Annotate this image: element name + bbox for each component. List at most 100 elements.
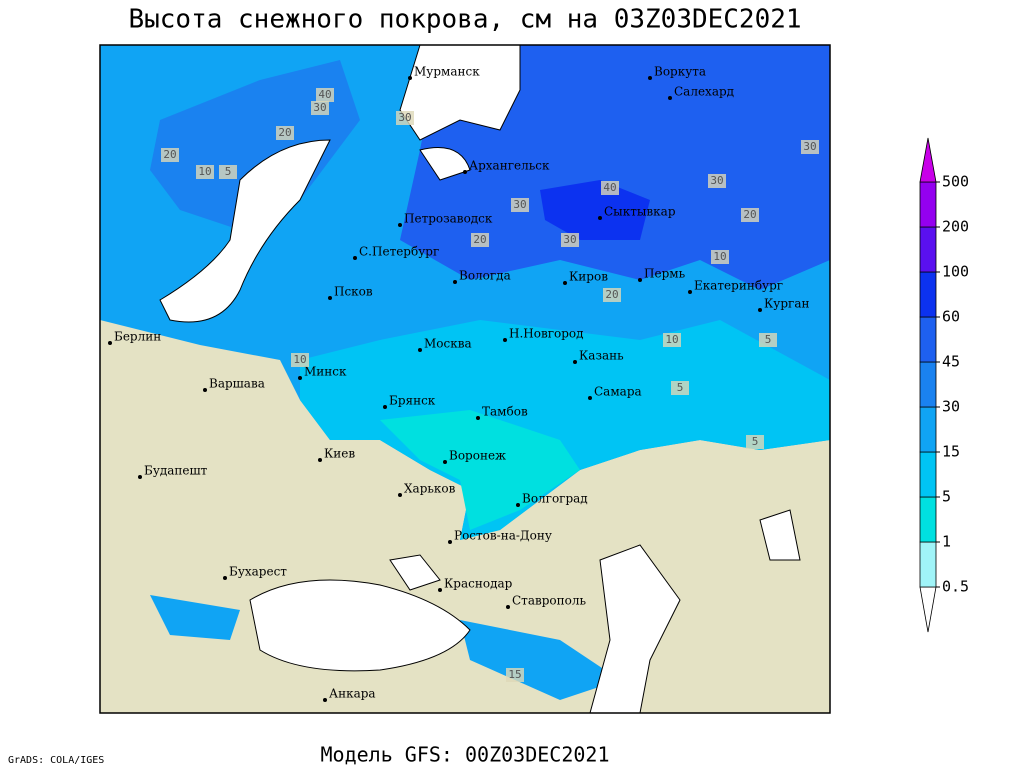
city-label: Краснодар: [444, 577, 513, 591]
city-label: Курган: [764, 297, 809, 311]
city-dot: [438, 588, 442, 592]
city-label: Салехард: [674, 85, 734, 99]
contour-label: 10: [713, 250, 726, 263]
contour-label: 30: [513, 198, 526, 211]
black-sea: [249, 579, 471, 672]
contour-label-bg: [316, 88, 334, 102]
city-dot: [418, 348, 422, 352]
city-dot: [638, 278, 642, 282]
contour-label-bg: [311, 101, 329, 115]
city-dot: [503, 338, 507, 342]
city-dot: [298, 376, 302, 380]
city-label: Тамбов: [482, 405, 528, 419]
city-label: Екатеринбург: [694, 279, 783, 293]
city-dot: [758, 308, 762, 312]
city-dot: [463, 170, 467, 174]
city-label: Брянск: [389, 394, 436, 408]
legend-label: 500: [942, 173, 969, 191]
contour-label: 15: [508, 668, 521, 681]
city-dot: [318, 458, 322, 462]
contour-label: 10: [293, 353, 306, 366]
city-label: Варшава: [209, 377, 265, 391]
city-dot: [203, 388, 207, 392]
legend-swatch: [919, 406, 937, 453]
contour-label-bg: [741, 208, 759, 222]
contour-label-bg: [671, 381, 689, 395]
model-label: Модель GFS: 00Z03DEC2021: [321, 743, 610, 767]
contour-label: 5: [752, 435, 759, 448]
city-label: Пермь: [644, 267, 686, 281]
city-label: Киев: [324, 447, 355, 461]
city-label: Анкара: [329, 687, 376, 701]
city-label: С.Петербург: [359, 245, 439, 259]
contour-label-bg: [759, 333, 777, 347]
city-dot: [108, 341, 112, 345]
city-label: Будапешт: [144, 464, 208, 478]
contour-label: 30: [710, 174, 723, 187]
city-dot: [516, 503, 520, 507]
legend-label: 1: [942, 533, 951, 551]
city-dot: [668, 96, 672, 100]
contour-label: 20: [163, 148, 176, 161]
contour-label: 20: [605, 288, 618, 301]
snow-area: [150, 60, 360, 230]
city-label: Бухарест: [229, 565, 287, 579]
contour-label: 20: [278, 126, 291, 139]
contour-label-bg: [219, 165, 237, 179]
contour-label-bg: [396, 111, 414, 125]
city-dot: [563, 281, 567, 285]
city-dot: [223, 576, 227, 580]
contour-label: 10: [665, 333, 678, 346]
contour-label: 30: [563, 233, 576, 246]
contour-label: 20: [743, 208, 756, 221]
caspian-sea: [589, 544, 681, 713]
legend-swatch: [919, 586, 937, 633]
snow-area: [300, 320, 830, 540]
city-label: Казань: [579, 349, 624, 363]
city-label: Мурманск: [414, 65, 480, 79]
map-frame: [99, 44, 831, 714]
legend-swatch: [919, 541, 937, 588]
contour-label-bg: [663, 333, 681, 347]
aral-sea: [759, 509, 801, 561]
snow-area: [380, 410, 580, 530]
contour-label: 30: [803, 140, 816, 153]
contour-label-bg: [291, 353, 309, 367]
city-dot: [398, 493, 402, 497]
city-dot: [688, 290, 692, 294]
contour-label-bg: [196, 165, 214, 179]
city-dot: [323, 698, 327, 702]
city-dot: [648, 76, 652, 80]
contour-label: 30: [398, 111, 411, 124]
baltic-sea: [159, 139, 331, 323]
city-label: Псков: [334, 285, 373, 299]
city-label: Минск: [304, 365, 347, 379]
legend-label: 200: [942, 218, 969, 236]
city-dot: [573, 360, 577, 364]
contour-label-bg: [801, 140, 819, 154]
city-dot: [408, 76, 412, 80]
city-label: Воронеж: [449, 449, 506, 463]
city-label: Воркута: [654, 65, 706, 79]
contour-label: 20: [473, 233, 486, 246]
contour-label: 30: [313, 101, 326, 114]
contour-label-bg: [603, 288, 621, 302]
city-dot: [353, 256, 357, 260]
contour-label: 10: [198, 165, 211, 178]
contour-label-bg: [161, 148, 179, 162]
legend-swatch: [919, 316, 937, 363]
legend-label: 5: [942, 488, 951, 506]
legend-label: 30: [942, 398, 960, 416]
city-dot: [506, 605, 510, 609]
map: Мурманск Воркута Салехард Архангельск Петроз…: [100, 45, 830, 713]
city-label: Берлин: [114, 330, 161, 344]
city-dot: [383, 405, 387, 409]
legend-swatch: [919, 496, 937, 543]
contour-label: 5: [765, 333, 772, 346]
city-dot: [398, 223, 402, 227]
contour-label-bg: [711, 250, 729, 264]
contour-label-bg: [746, 435, 764, 449]
city-label: Москва: [424, 337, 472, 351]
